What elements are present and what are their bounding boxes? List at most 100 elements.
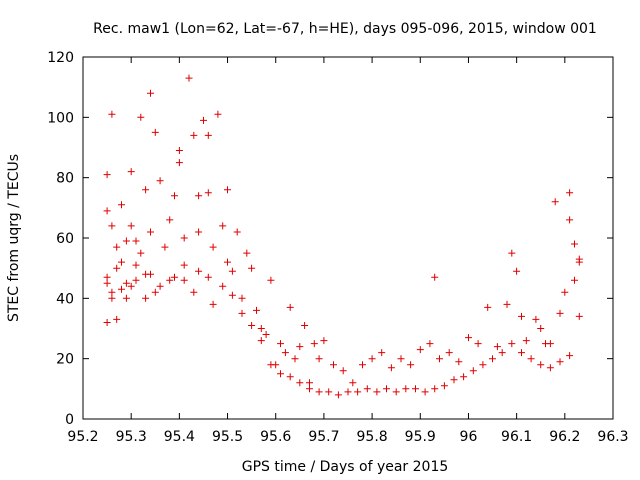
data-point <box>421 388 429 396</box>
data-point <box>359 361 366 369</box>
data-point <box>378 349 386 357</box>
x-tick-label: 96 <box>460 429 478 445</box>
data-point <box>315 388 323 396</box>
axis-ticks: 95.2 95.3 95.4 95.5 95.6 95.7 95.8 95.9 96 96.1 96… <box>47 50 628 445</box>
data-point <box>248 264 256 272</box>
data-point <box>142 294 150 302</box>
data-point <box>503 300 511 308</box>
data-point <box>349 379 357 387</box>
data-point <box>281 349 289 357</box>
data-point <box>219 222 227 230</box>
data-point <box>180 261 188 269</box>
data-point <box>334 391 342 399</box>
data-point <box>407 361 415 369</box>
data-point <box>537 361 545 369</box>
data-point <box>575 258 583 266</box>
data-point <box>257 325 265 332</box>
plot-frame <box>82 56 614 420</box>
data-point <box>566 189 574 197</box>
data-point <box>412 385 419 393</box>
data-point <box>127 222 135 230</box>
data-point <box>262 331 270 338</box>
data-point <box>238 294 246 302</box>
data-point <box>546 364 554 372</box>
data-point <box>508 340 516 348</box>
data-point <box>137 113 145 121</box>
data-point <box>103 279 111 287</box>
data-point <box>537 325 545 332</box>
data-point <box>200 116 207 124</box>
data-point <box>489 355 496 363</box>
data-point <box>204 131 212 139</box>
data-point <box>436 355 443 363</box>
data-point <box>344 388 352 396</box>
x-tick-label: 95.7 <box>308 429 339 445</box>
data-point <box>219 282 227 290</box>
data-point <box>118 258 125 266</box>
data-point <box>286 373 294 381</box>
y-tick-label: 120 <box>47 50 74 66</box>
data-point <box>228 267 236 275</box>
data-point <box>113 315 121 323</box>
data-point <box>103 171 111 179</box>
x-tick-label: 96.3 <box>597 429 628 445</box>
data-point <box>532 315 540 323</box>
data-point <box>248 322 256 329</box>
data-point <box>431 385 439 393</box>
data-point <box>253 306 260 314</box>
data-point <box>108 294 116 302</box>
data-point <box>137 249 145 257</box>
data-point <box>387 364 395 372</box>
data-point <box>166 216 174 224</box>
data-point <box>301 322 309 329</box>
data-point <box>426 340 434 348</box>
data-point <box>190 288 198 296</box>
data-point <box>368 355 376 363</box>
data-point <box>397 355 405 363</box>
data-point <box>566 216 574 224</box>
data-point <box>204 189 212 197</box>
y-tick-label: 0 <box>65 412 74 428</box>
data-point <box>546 340 554 348</box>
data-point <box>147 89 154 97</box>
data-point <box>575 312 583 320</box>
data-point <box>571 276 578 284</box>
data-point <box>310 340 318 348</box>
data-point <box>571 240 578 248</box>
x-tick-label: 95.8 <box>357 429 388 445</box>
data-point <box>277 340 284 348</box>
data-point <box>108 222 116 230</box>
data-point <box>493 343 501 351</box>
y-tick-label: 100 <box>47 110 74 126</box>
data-point <box>267 361 275 369</box>
x-tick-label: 95.3 <box>116 429 147 445</box>
data-point <box>151 288 159 296</box>
data-point <box>479 361 487 369</box>
data-point <box>142 186 150 194</box>
data-point <box>373 388 381 396</box>
data-point <box>286 303 294 311</box>
y-axis-label: STEC from uqrg / TECUs <box>6 154 22 322</box>
data-point <box>330 361 337 369</box>
data-point <box>474 340 482 348</box>
data-point <box>132 261 140 269</box>
data-point <box>518 312 525 320</box>
data-point <box>320 337 328 345</box>
y-tick-label: 60 <box>56 231 74 247</box>
data-point <box>204 273 212 281</box>
data-point <box>450 376 458 384</box>
data-point <box>522 337 530 345</box>
data-point <box>484 303 492 311</box>
x-tick-label: 96.1 <box>501 429 532 445</box>
data-point <box>551 198 559 206</box>
data-point <box>185 74 193 82</box>
data-point <box>147 270 154 278</box>
data-point <box>108 288 116 296</box>
data-point <box>431 273 439 281</box>
y-tick-label: 40 <box>56 291 74 307</box>
data-point <box>354 388 362 396</box>
data-point <box>556 358 564 366</box>
data-point <box>383 385 390 393</box>
data-point <box>306 379 313 387</box>
